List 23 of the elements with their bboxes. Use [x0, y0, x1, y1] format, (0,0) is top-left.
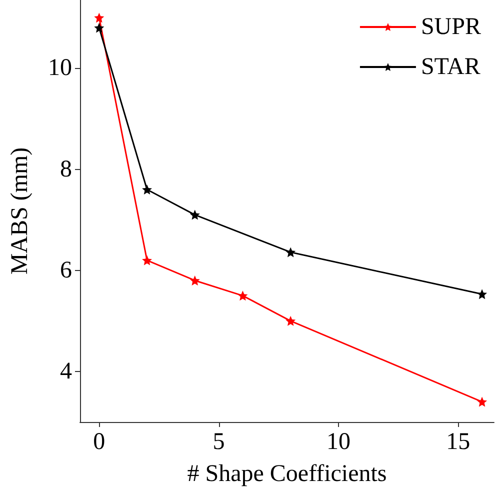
y-tick-label: 8 [60, 156, 72, 182]
x-axis-title: # Shape Coefficients [187, 461, 387, 487]
x-tick-label: 0 [93, 429, 106, 455]
point [238, 290, 248, 301]
point [477, 396, 488, 407]
y-tick-label: 6 [60, 257, 72, 284]
x-tick-label: 15 [446, 429, 470, 455]
point [94, 12, 104, 23]
point [190, 275, 200, 286]
point [142, 184, 152, 195]
y-tick-label: 4 [60, 358, 72, 384]
point [477, 289, 488, 300]
legend-label: STAR [420, 54, 480, 80]
x-tick-label: 5 [212, 429, 225, 455]
point [142, 255, 152, 266]
point [286, 247, 296, 258]
legend-label: SUPR [420, 14, 482, 40]
point [94, 22, 104, 33]
x-tick-label: 10 [326, 429, 350, 455]
point [190, 210, 200, 220]
y-axis-title: MABS (mm) [7, 147, 33, 275]
y-tick-label: 10 [48, 55, 72, 82]
point [286, 316, 296, 326]
